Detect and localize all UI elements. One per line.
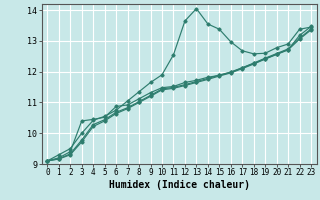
X-axis label: Humidex (Indice chaleur): Humidex (Indice chaleur): [109, 180, 250, 190]
